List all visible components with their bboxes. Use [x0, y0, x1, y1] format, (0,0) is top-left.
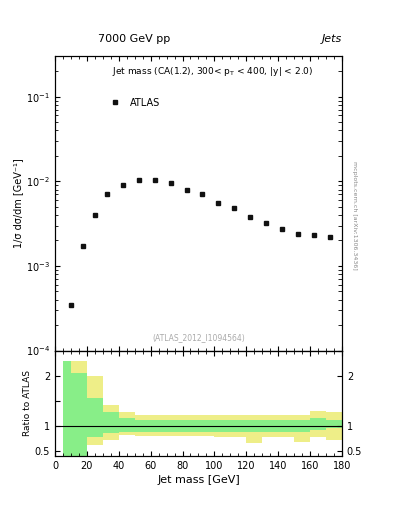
Bar	[135, 415, 151, 436]
Text: mcplots.cern.ch [arXiv:1306.3436]: mcplots.cern.ch [arXiv:1306.3436]	[352, 161, 357, 269]
Bar	[278, 415, 294, 437]
Bar	[310, 418, 326, 430]
Bar	[215, 420, 230, 432]
Bar	[310, 411, 326, 437]
Bar	[326, 412, 342, 440]
Text: 7000 GeV pp: 7000 GeV pp	[98, 33, 171, 44]
Text: (ATLAS_2012_I1094564): (ATLAS_2012_I1094564)	[152, 333, 245, 342]
Bar	[167, 415, 182, 436]
Bar	[151, 420, 167, 432]
Bar	[119, 412, 135, 435]
Y-axis label: 1/σ dσ/dm [GeV⁻¹]: 1/σ dσ/dm [GeV⁻¹]	[13, 159, 23, 248]
Bar	[198, 415, 215, 436]
Bar	[246, 420, 262, 432]
Bar	[230, 415, 246, 437]
Bar	[63, 360, 71, 458]
Bar	[87, 376, 103, 444]
Text: ATLAS: ATLAS	[130, 97, 160, 108]
Bar	[326, 420, 342, 428]
Bar	[182, 420, 198, 432]
Bar	[262, 415, 278, 437]
Bar	[87, 398, 103, 437]
Text: Jets: Jets	[321, 33, 342, 44]
Bar	[262, 420, 278, 432]
Y-axis label: Ratio to ATLAS: Ratio to ATLAS	[23, 370, 32, 436]
Bar	[63, 360, 71, 458]
Bar	[103, 412, 119, 433]
Bar	[151, 415, 167, 436]
Bar	[182, 415, 198, 436]
Bar	[246, 415, 262, 443]
Bar	[71, 373, 87, 457]
Bar	[198, 420, 215, 432]
Text: Jet mass (CA(1.2), 300< p$_\mathrm{T}$ < 400, |y| < 2.0): Jet mass (CA(1.2), 300< p$_\mathrm{T}$ <…	[112, 65, 314, 78]
Bar	[135, 420, 151, 432]
Bar	[215, 415, 230, 437]
X-axis label: Jet mass [GeV]: Jet mass [GeV]	[157, 475, 240, 485]
Bar	[294, 420, 310, 432]
Bar	[71, 360, 87, 457]
Bar	[167, 420, 182, 432]
Bar	[230, 420, 246, 432]
Bar	[294, 415, 310, 442]
Bar	[278, 420, 294, 432]
Bar	[103, 404, 119, 440]
Bar	[119, 418, 135, 432]
